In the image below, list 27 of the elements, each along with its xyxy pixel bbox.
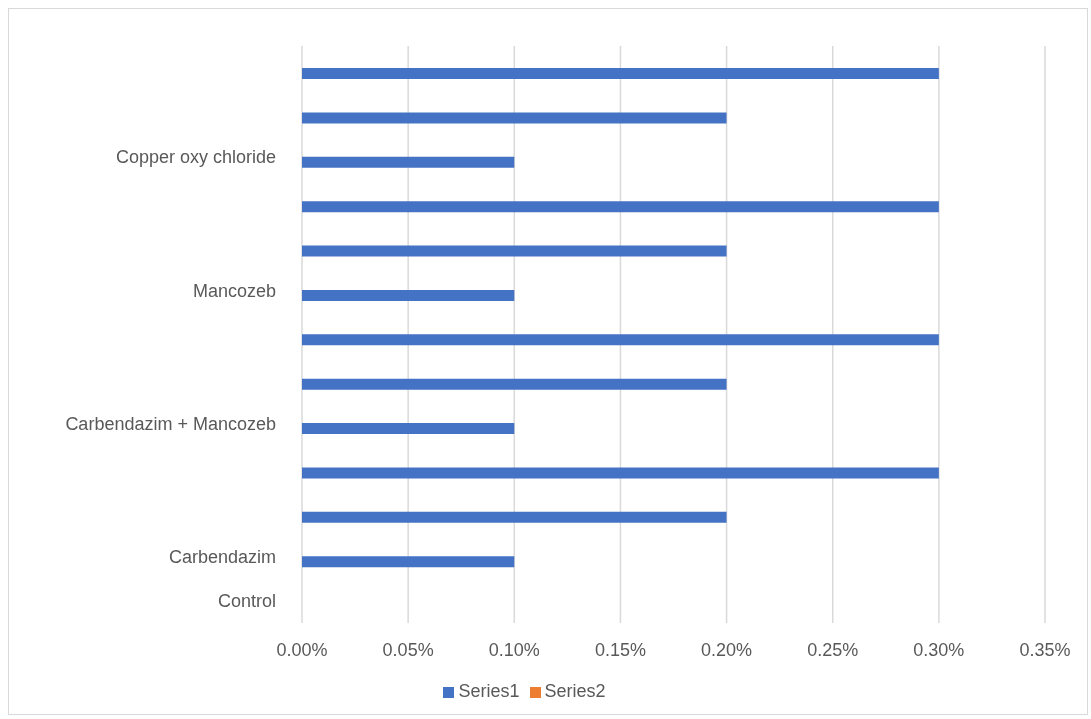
bar xyxy=(302,378,727,390)
x-tick-label: 0.25% xyxy=(807,639,859,660)
x-tick-label: 0.15% xyxy=(594,639,646,660)
bar xyxy=(302,201,939,213)
bar xyxy=(302,334,939,346)
bar xyxy=(302,112,727,124)
y-tick-label: Carbendazim xyxy=(168,546,276,567)
bar xyxy=(302,156,515,168)
y-tick-label: Control xyxy=(217,591,276,612)
bar xyxy=(302,467,939,479)
y-tick-label: Carbendazim + Mancozeb xyxy=(65,413,276,434)
x-tick-label: 0.30% xyxy=(913,639,965,660)
x-tick-label: 0.35% xyxy=(1019,639,1071,660)
bar xyxy=(302,68,939,79)
x-tick-label: 0.00% xyxy=(276,639,328,660)
x-tick-label: 0.05% xyxy=(382,639,434,660)
bar xyxy=(302,289,515,301)
bar xyxy=(302,423,515,435)
bar xyxy=(302,556,515,568)
x-tick-label: 0.10% xyxy=(488,639,540,660)
legend-label: Series2 xyxy=(544,681,606,701)
y-tick-label: Copper oxy chloride xyxy=(115,147,276,168)
y-tick-label: Mancozeb xyxy=(192,280,276,301)
bar xyxy=(302,245,727,257)
x-tick-label: 0.20% xyxy=(701,639,753,660)
legend-label: Series1 xyxy=(458,681,520,701)
bar xyxy=(302,511,727,523)
